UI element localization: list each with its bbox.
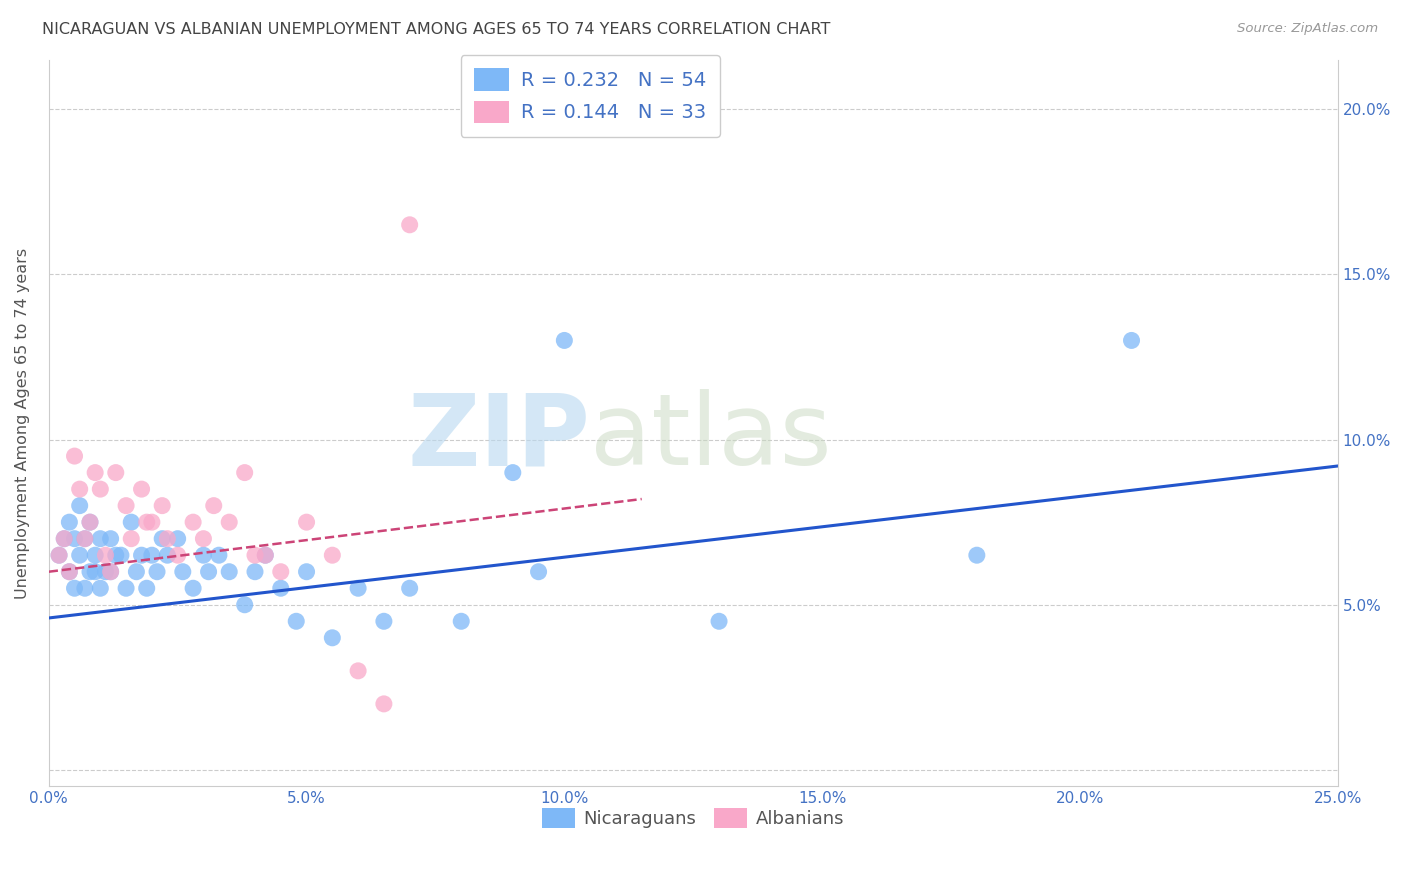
Point — [69, 482, 91, 496]
Point — [243, 548, 266, 562]
Point — [120, 515, 142, 529]
Point — [150, 532, 173, 546]
Point — [172, 565, 194, 579]
Point — [79, 515, 101, 529]
Point — [270, 581, 292, 595]
Point — [321, 548, 343, 562]
Point — [193, 532, 215, 546]
Point — [69, 499, 91, 513]
Point — [285, 615, 308, 629]
Point — [73, 581, 96, 595]
Point — [89, 482, 111, 496]
Point — [553, 334, 575, 348]
Point — [202, 499, 225, 513]
Point — [156, 548, 179, 562]
Point — [125, 565, 148, 579]
Point — [270, 565, 292, 579]
Point — [373, 697, 395, 711]
Point — [120, 532, 142, 546]
Point — [48, 548, 70, 562]
Point — [141, 548, 163, 562]
Point — [94, 565, 117, 579]
Point — [450, 615, 472, 629]
Point — [181, 581, 204, 595]
Point — [63, 532, 86, 546]
Point — [63, 449, 86, 463]
Point — [135, 515, 157, 529]
Text: ZIP: ZIP — [408, 389, 591, 486]
Point — [966, 548, 988, 562]
Point — [166, 548, 188, 562]
Point — [166, 532, 188, 546]
Point — [233, 466, 256, 480]
Point — [104, 466, 127, 480]
Point — [131, 482, 153, 496]
Point — [146, 565, 169, 579]
Point — [135, 581, 157, 595]
Point — [89, 532, 111, 546]
Point — [193, 548, 215, 562]
Y-axis label: Unemployment Among Ages 65 to 74 years: Unemployment Among Ages 65 to 74 years — [15, 247, 30, 599]
Point — [69, 548, 91, 562]
Point — [115, 581, 138, 595]
Point — [94, 548, 117, 562]
Point — [527, 565, 550, 579]
Point — [707, 615, 730, 629]
Point — [100, 532, 122, 546]
Point — [347, 664, 370, 678]
Point — [104, 548, 127, 562]
Legend: Nicaraguans, Albanians: Nicaraguans, Albanians — [534, 800, 852, 836]
Text: NICARAGUAN VS ALBANIAN UNEMPLOYMENT AMONG AGES 65 TO 74 YEARS CORRELATION CHART: NICARAGUAN VS ALBANIAN UNEMPLOYMENT AMON… — [42, 22, 831, 37]
Point — [218, 515, 240, 529]
Point — [131, 548, 153, 562]
Point — [115, 499, 138, 513]
Point — [295, 565, 318, 579]
Point — [502, 466, 524, 480]
Point — [63, 581, 86, 595]
Point — [79, 515, 101, 529]
Point — [233, 598, 256, 612]
Point — [321, 631, 343, 645]
Point — [150, 499, 173, 513]
Point — [73, 532, 96, 546]
Point — [254, 548, 277, 562]
Point — [79, 565, 101, 579]
Point — [181, 515, 204, 529]
Point — [73, 532, 96, 546]
Point — [58, 515, 80, 529]
Point — [398, 218, 420, 232]
Text: atlas: atlas — [591, 389, 832, 486]
Point — [58, 565, 80, 579]
Point — [110, 548, 132, 562]
Point — [89, 581, 111, 595]
Point — [58, 565, 80, 579]
Text: Source: ZipAtlas.com: Source: ZipAtlas.com — [1237, 22, 1378, 36]
Point — [84, 466, 107, 480]
Point — [141, 515, 163, 529]
Point — [347, 581, 370, 595]
Point — [84, 548, 107, 562]
Point — [100, 565, 122, 579]
Point — [218, 565, 240, 579]
Point — [100, 565, 122, 579]
Point — [1121, 334, 1143, 348]
Point — [398, 581, 420, 595]
Point — [243, 565, 266, 579]
Point — [48, 548, 70, 562]
Point — [53, 532, 76, 546]
Point — [373, 615, 395, 629]
Point — [197, 565, 219, 579]
Point — [156, 532, 179, 546]
Point — [84, 565, 107, 579]
Point — [53, 532, 76, 546]
Point — [254, 548, 277, 562]
Point — [295, 515, 318, 529]
Point — [208, 548, 231, 562]
